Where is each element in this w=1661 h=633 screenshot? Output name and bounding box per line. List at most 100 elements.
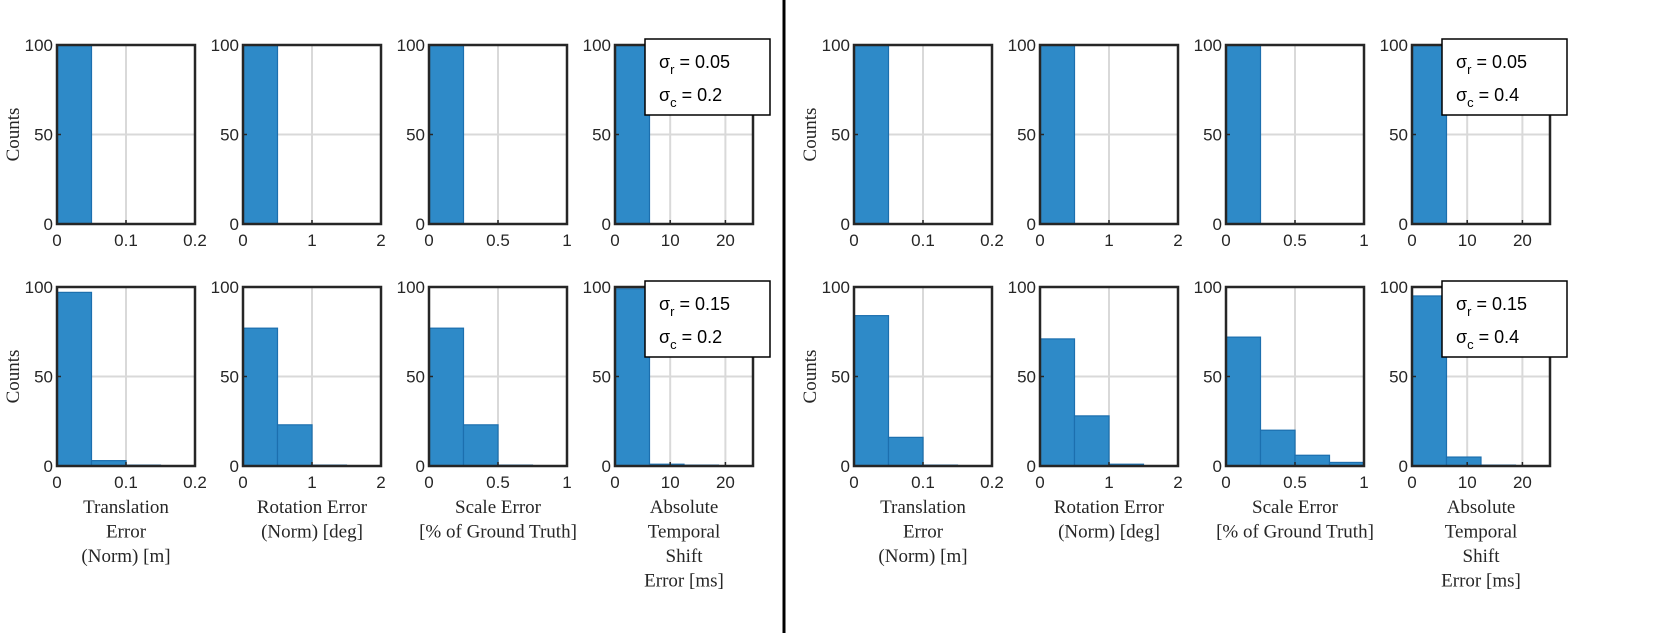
histogram-bar	[1225, 44, 1262, 225]
histogram-bar	[614, 44, 651, 225]
x-tick-label: 20	[716, 473, 735, 492]
y-tick-label: 0	[602, 215, 611, 234]
x-tick-label: 1	[1359, 473, 1368, 492]
histogram-panel: 0 10 20 0 50 100 σr = 0.05 σc = 0.4	[1380, 36, 1568, 250]
x-tick-label: 2	[376, 231, 385, 250]
y-tick-label: 50	[831, 368, 850, 387]
x-tick-label: 0.2	[183, 231, 207, 250]
histogram-panel: 0 0.1 0.2 0 50 100 Translation Error (Norm) [m]	[822, 278, 1004, 567]
legend-sigma-r: σr = 0.15	[659, 294, 730, 319]
y-tick-label: 0	[416, 215, 425, 234]
legend-box: σr = 0.05 σc = 0.2	[644, 38, 771, 116]
histogram-bar	[1445, 456, 1482, 467]
legend-box: σr = 0.05 σc = 0.4	[1441, 38, 1568, 116]
histogram-bar	[56, 291, 93, 467]
legend-frame	[1441, 38, 1568, 116]
x-tick-label: 0.1	[911, 231, 935, 250]
y-axis-label: Counts	[800, 108, 821, 162]
x-axis-label: Translation	[880, 497, 966, 518]
x-tick-label: 0	[849, 231, 858, 250]
y-tick-label: 50	[406, 126, 425, 145]
x-tick-label: 10	[1458, 473, 1477, 492]
x-axis-label: (Norm) [deg]	[1058, 522, 1160, 543]
legend-frame	[1441, 280, 1568, 358]
x-axis-label: [% of Ground Truth]	[1216, 522, 1374, 543]
y-tick-label: 100	[822, 36, 850, 55]
histogram-bar	[887, 436, 924, 467]
x-tick-label: 0	[1035, 231, 1044, 250]
histogram-bar	[276, 424, 313, 467]
x-axis-label: (Norm) [m]	[81, 546, 170, 567]
x-tick-label: 0.5	[1283, 231, 1307, 250]
y-tick-label: 50	[34, 368, 53, 387]
legend-sigma-c: σc = 0.2	[659, 327, 722, 352]
x-tick-label: 10	[1458, 231, 1477, 250]
y-tick-label: 100	[1380, 36, 1408, 55]
x-tick-label: 0	[52, 231, 61, 250]
x-axis-label: Shift	[1463, 546, 1501, 567]
histogram-panel: 0 0.5 1 0 50 100 Scale Error [% of Ground Truth…	[397, 278, 577, 543]
x-tick-label: 1	[307, 231, 316, 250]
y-tick-label: 50	[220, 126, 239, 145]
histogram-bar	[56, 44, 93, 225]
histogram-bar	[1039, 44, 1076, 225]
x-axis-label: Temporal	[648, 522, 721, 543]
x-tick-label: 2	[1173, 231, 1182, 250]
y-axis-label: Counts	[3, 108, 24, 162]
y-axis-label: Counts	[3, 350, 24, 404]
x-tick-label: 0.1	[114, 473, 138, 492]
y-tick-label: 0	[841, 215, 850, 234]
x-tick-label: 0	[52, 473, 61, 492]
y-tick-label: 100	[1008, 36, 1036, 55]
y-tick-label: 0	[230, 215, 239, 234]
x-tick-label: 1	[1104, 473, 1113, 492]
x-tick-label: 0.2	[980, 473, 1004, 492]
x-axis-label: (Norm) [m]	[878, 546, 967, 567]
x-axis-label: Scale Error	[1252, 497, 1339, 518]
histogram-bar	[428, 327, 465, 467]
x-tick-label: 0.5	[486, 231, 510, 250]
histogram-bar	[1039, 338, 1076, 467]
y-tick-label: 50	[1203, 126, 1222, 145]
legend-sigma-c: σc = 0.2	[659, 85, 722, 110]
x-tick-label: 1	[1104, 231, 1113, 250]
x-tick-label: 0	[849, 473, 858, 492]
y-tick-label: 0	[1027, 215, 1036, 234]
x-tick-label: 0	[1221, 231, 1230, 250]
y-tick-label: 100	[822, 278, 850, 297]
y-tick-label: 50	[406, 368, 425, 387]
y-tick-label: 0	[1213, 457, 1222, 476]
x-tick-label: 1	[562, 231, 571, 250]
x-tick-label: 0	[1407, 473, 1416, 492]
histogram-panel: 0 0.5 1 0 50 100	[1194, 36, 1369, 250]
histogram-panel: 0 1 2 0 50 100	[1008, 36, 1183, 250]
legend-sigma-c: σc = 0.4	[1456, 85, 1519, 110]
x-tick-label: 0	[238, 231, 247, 250]
x-axis-label: Absolute	[1447, 497, 1516, 518]
x-tick-label: 0	[610, 473, 619, 492]
x-axis-label: Rotation Error	[1054, 497, 1165, 518]
legend-box: σr = 0.15 σc = 0.4	[1441, 280, 1568, 358]
histogram-bar	[428, 44, 465, 225]
y-tick-label: 50	[831, 126, 850, 145]
histogram-bar	[1259, 429, 1296, 467]
y-tick-label: 100	[1194, 278, 1222, 297]
legend-sigma-r: σr = 0.05	[1456, 52, 1527, 77]
histogram-panel: 0 10 20 0 50 100 σr = 0.05 σc = 0.2	[583, 36, 771, 250]
x-tick-label: 0	[238, 473, 247, 492]
y-tick-label: 0	[1027, 457, 1036, 476]
y-tick-label: 100	[1194, 36, 1222, 55]
x-tick-label: 0	[1035, 473, 1044, 492]
y-tick-label: 0	[230, 457, 239, 476]
x-tick-label: 0	[1407, 231, 1416, 250]
y-tick-label: 50	[220, 368, 239, 387]
y-tick-label: 50	[34, 126, 53, 145]
x-axis-label: (Norm) [deg]	[261, 522, 363, 543]
y-tick-label: 100	[1380, 278, 1408, 297]
histogram-panel: 0 0.1 0.2 0 50 100	[25, 36, 207, 250]
x-axis-label: Absolute	[650, 497, 719, 518]
